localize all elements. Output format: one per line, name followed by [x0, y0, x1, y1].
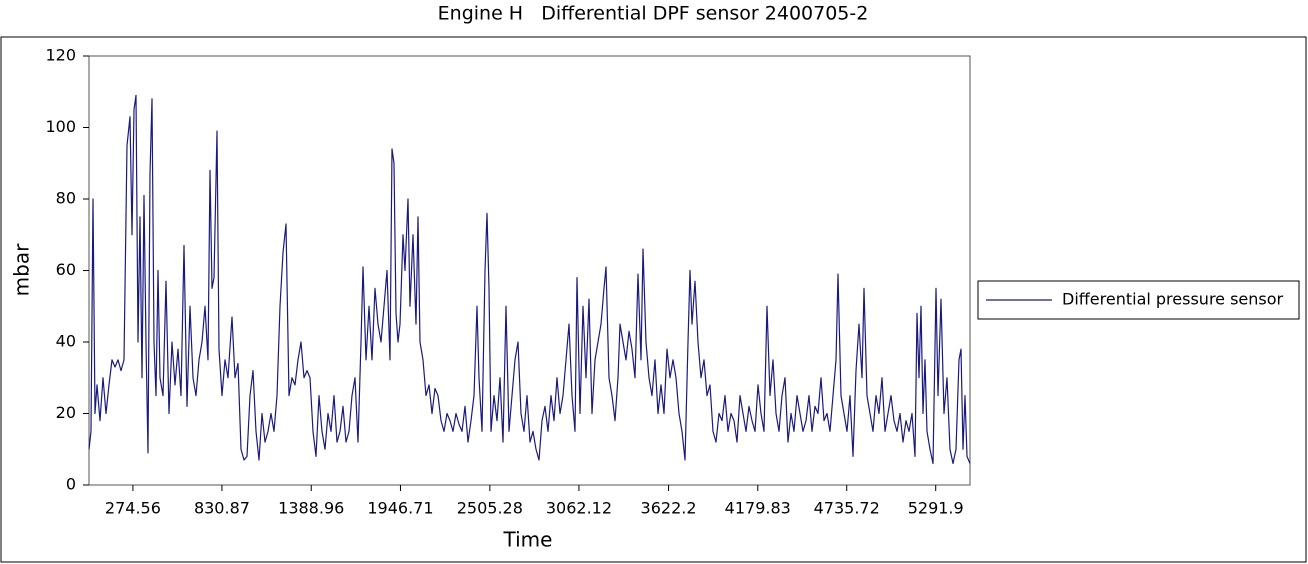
x-tick-label: 1388.96 — [278, 499, 344, 518]
x-tick-label: 830.87 — [194, 499, 250, 518]
data-line — [88, 94, 971, 465]
x-tick-label: 4179.83 — [725, 499, 791, 518]
chart-title: Engine H Differential DPF sensor 2400705… — [438, 3, 869, 25]
plot-area — [88, 55, 971, 486]
y-tick-label: 80 — [56, 189, 76, 208]
y-tick-label: 100 — [45, 117, 76, 136]
y-axis-label: mbar — [10, 243, 34, 296]
y-tick-label: 20 — [56, 403, 76, 422]
y-tick-label: 60 — [56, 260, 76, 279]
legend-label: Differential pressure sensor — [1062, 290, 1284, 309]
x-tick-label: 5291.9 — [908, 499, 964, 518]
x-axis-label: Time — [503, 528, 553, 552]
x-tick-label: 1946.71 — [367, 499, 433, 518]
y-tick-label: 40 — [56, 332, 76, 351]
x-tick-label: 2505.28 — [457, 499, 523, 518]
x-tick-label: 4735.72 — [814, 499, 880, 518]
x-tick-label: 3062.12 — [546, 499, 612, 518]
x-tick-label: 274.56 — [105, 499, 161, 518]
y-tick-label: 0 — [66, 475, 76, 494]
frame — [0, 36, 1307, 563]
y-tick-label: 120 — [45, 46, 76, 65]
x-tick-label: 3622.2 — [641, 499, 697, 518]
